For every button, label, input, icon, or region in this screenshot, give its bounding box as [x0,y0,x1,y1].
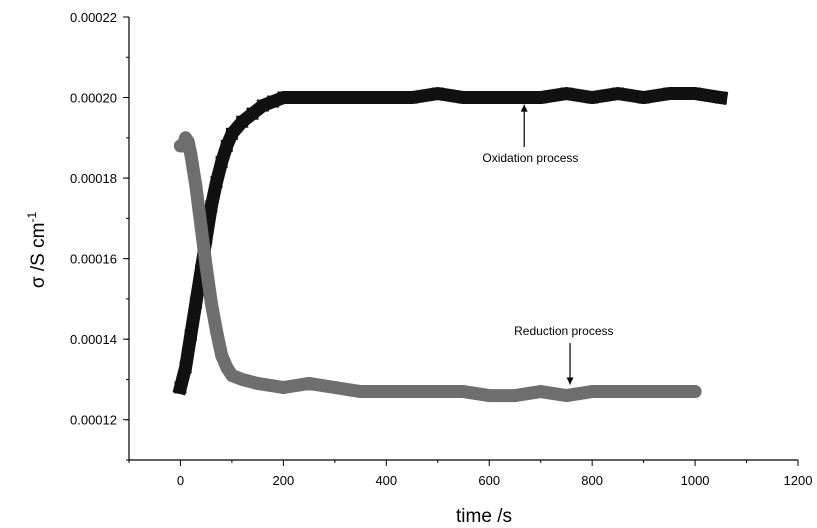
data-point [246,107,259,120]
data-point [689,87,702,100]
data-point [189,296,202,309]
y-tick-label: 0.00018 [70,171,117,186]
data-point [267,95,280,108]
y-axis-title-base: σ /S cm [28,223,49,289]
series-layer [172,87,729,403]
y-tick-label: 0.00012 [70,413,117,428]
x-tick-label: 1000 [681,473,710,488]
data-point [663,87,676,100]
data-point [534,91,547,104]
x-tick-label: 1200 [784,473,813,488]
y-tick-label: 0.00020 [70,91,117,106]
data-point [688,385,702,399]
x-tick-label: 800 [581,473,603,488]
data-point [560,87,573,100]
data-point [585,385,599,399]
data-point [236,115,249,128]
x-tick-label: 600 [478,473,500,488]
data-point [354,91,367,104]
data-point [508,91,521,104]
data-point [508,389,522,403]
data-point [215,348,229,362]
series-band [172,87,729,396]
data-point [174,381,187,394]
axes: 0 200 400 600 800 1000 1200 0.00012 0.00014 0.000… [70,10,812,488]
data-point [354,385,368,399]
data-point [637,91,650,104]
x-tick-label: 0 [177,473,184,488]
x-tick-label: 400 [375,473,397,488]
data-point [328,381,342,395]
series-2 [173,131,702,403]
data-point [194,219,208,233]
data-point [210,176,223,189]
series-1 [172,87,729,396]
x-tick-label: 200 [273,473,295,488]
data-point [431,385,445,399]
data-point [457,91,470,104]
data-point [215,155,228,168]
data-point [431,87,444,100]
data-point [235,372,249,386]
series-band [173,131,702,403]
data-point [405,385,419,399]
data-point [225,127,238,140]
data-point [611,87,624,100]
data-point [277,91,290,104]
y-axis-title: σ /S cm-1 [25,212,49,289]
data-point [184,329,197,342]
data-point [380,91,393,104]
data-point [199,260,213,274]
data-point [256,99,269,112]
data-point [205,200,218,213]
data-point [184,147,198,161]
y-tick-label: 0.00014 [70,332,117,347]
annotation-arrowhead [566,377,574,385]
data-point [534,385,548,399]
data-point [611,385,625,399]
data-point [251,376,265,390]
data-point [328,91,341,104]
y-tick-label: 0.00022 [70,10,117,25]
data-point [225,368,239,382]
data-point [406,91,419,104]
x-axis-title: time /s [456,506,512,527]
data-point [559,389,573,403]
annotation-text: Reduction process [514,324,613,338]
data-point [220,139,233,152]
data-point [302,376,316,390]
data-point [303,91,316,104]
data-point [482,389,496,403]
data-point [189,179,203,193]
y-axis-title-sup: -1 [25,212,39,223]
data-point [714,91,727,104]
annotation-arrowhead [520,104,528,112]
data-point [179,361,192,374]
data-point [662,385,676,399]
data-point [483,91,496,104]
data-point [276,381,290,395]
data-point [209,324,223,338]
data-point [204,296,218,310]
data-point [637,385,651,399]
y-tick-label: 0.00016 [70,252,117,267]
annotation-text: Oxidation process [482,151,578,165]
data-point [457,385,470,399]
annotations: Oxidation process Reduction process [482,104,614,385]
data-point [379,385,393,399]
data-point [586,91,599,104]
data-point [181,135,195,149]
